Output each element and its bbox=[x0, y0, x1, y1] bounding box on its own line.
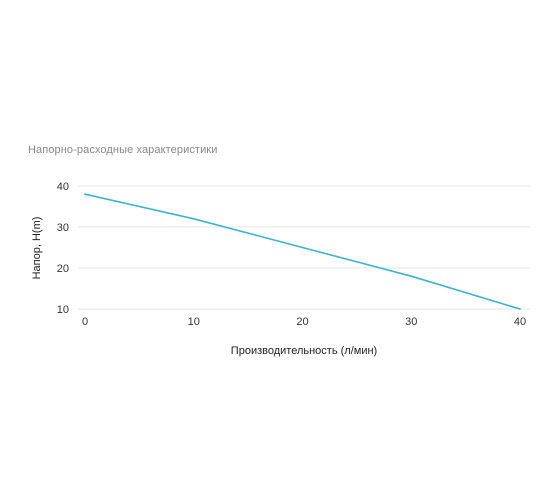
series-line-0 bbox=[84, 193, 521, 310]
series-layer bbox=[84, 193, 521, 310]
x-tick-label: 10 bbox=[188, 316, 200, 328]
x-axis-ticks: 0 10 20 30 40 bbox=[82, 316, 526, 328]
x-tick-label: 30 bbox=[405, 316, 417, 328]
x-tick-label: 0 bbox=[82, 316, 88, 328]
x-axis-label: Производительность (л/мин) bbox=[231, 345, 377, 357]
data-point bbox=[84, 193, 86, 195]
y-axis-label: Напор, H(m) bbox=[31, 217, 43, 280]
y-tick-label: 40 bbox=[57, 181, 69, 193]
data-point bbox=[192, 218, 195, 220]
y-tick-label: 10 bbox=[57, 304, 69, 316]
grid bbox=[78, 185, 530, 310]
data-point bbox=[301, 246, 304, 249]
data-point bbox=[410, 275, 413, 278]
x-tick-label: 20 bbox=[296, 316, 308, 328]
chart-title: Напорно-расходные характеристики bbox=[28, 144, 218, 156]
y-tick-label: 30 bbox=[57, 222, 69, 234]
data-point bbox=[519, 308, 521, 310]
x-tick-label: 40 bbox=[514, 316, 526, 328]
y-tick-label: 20 bbox=[57, 263, 69, 275]
y-axis-ticks: 10 20 30 40 bbox=[57, 181, 69, 316]
